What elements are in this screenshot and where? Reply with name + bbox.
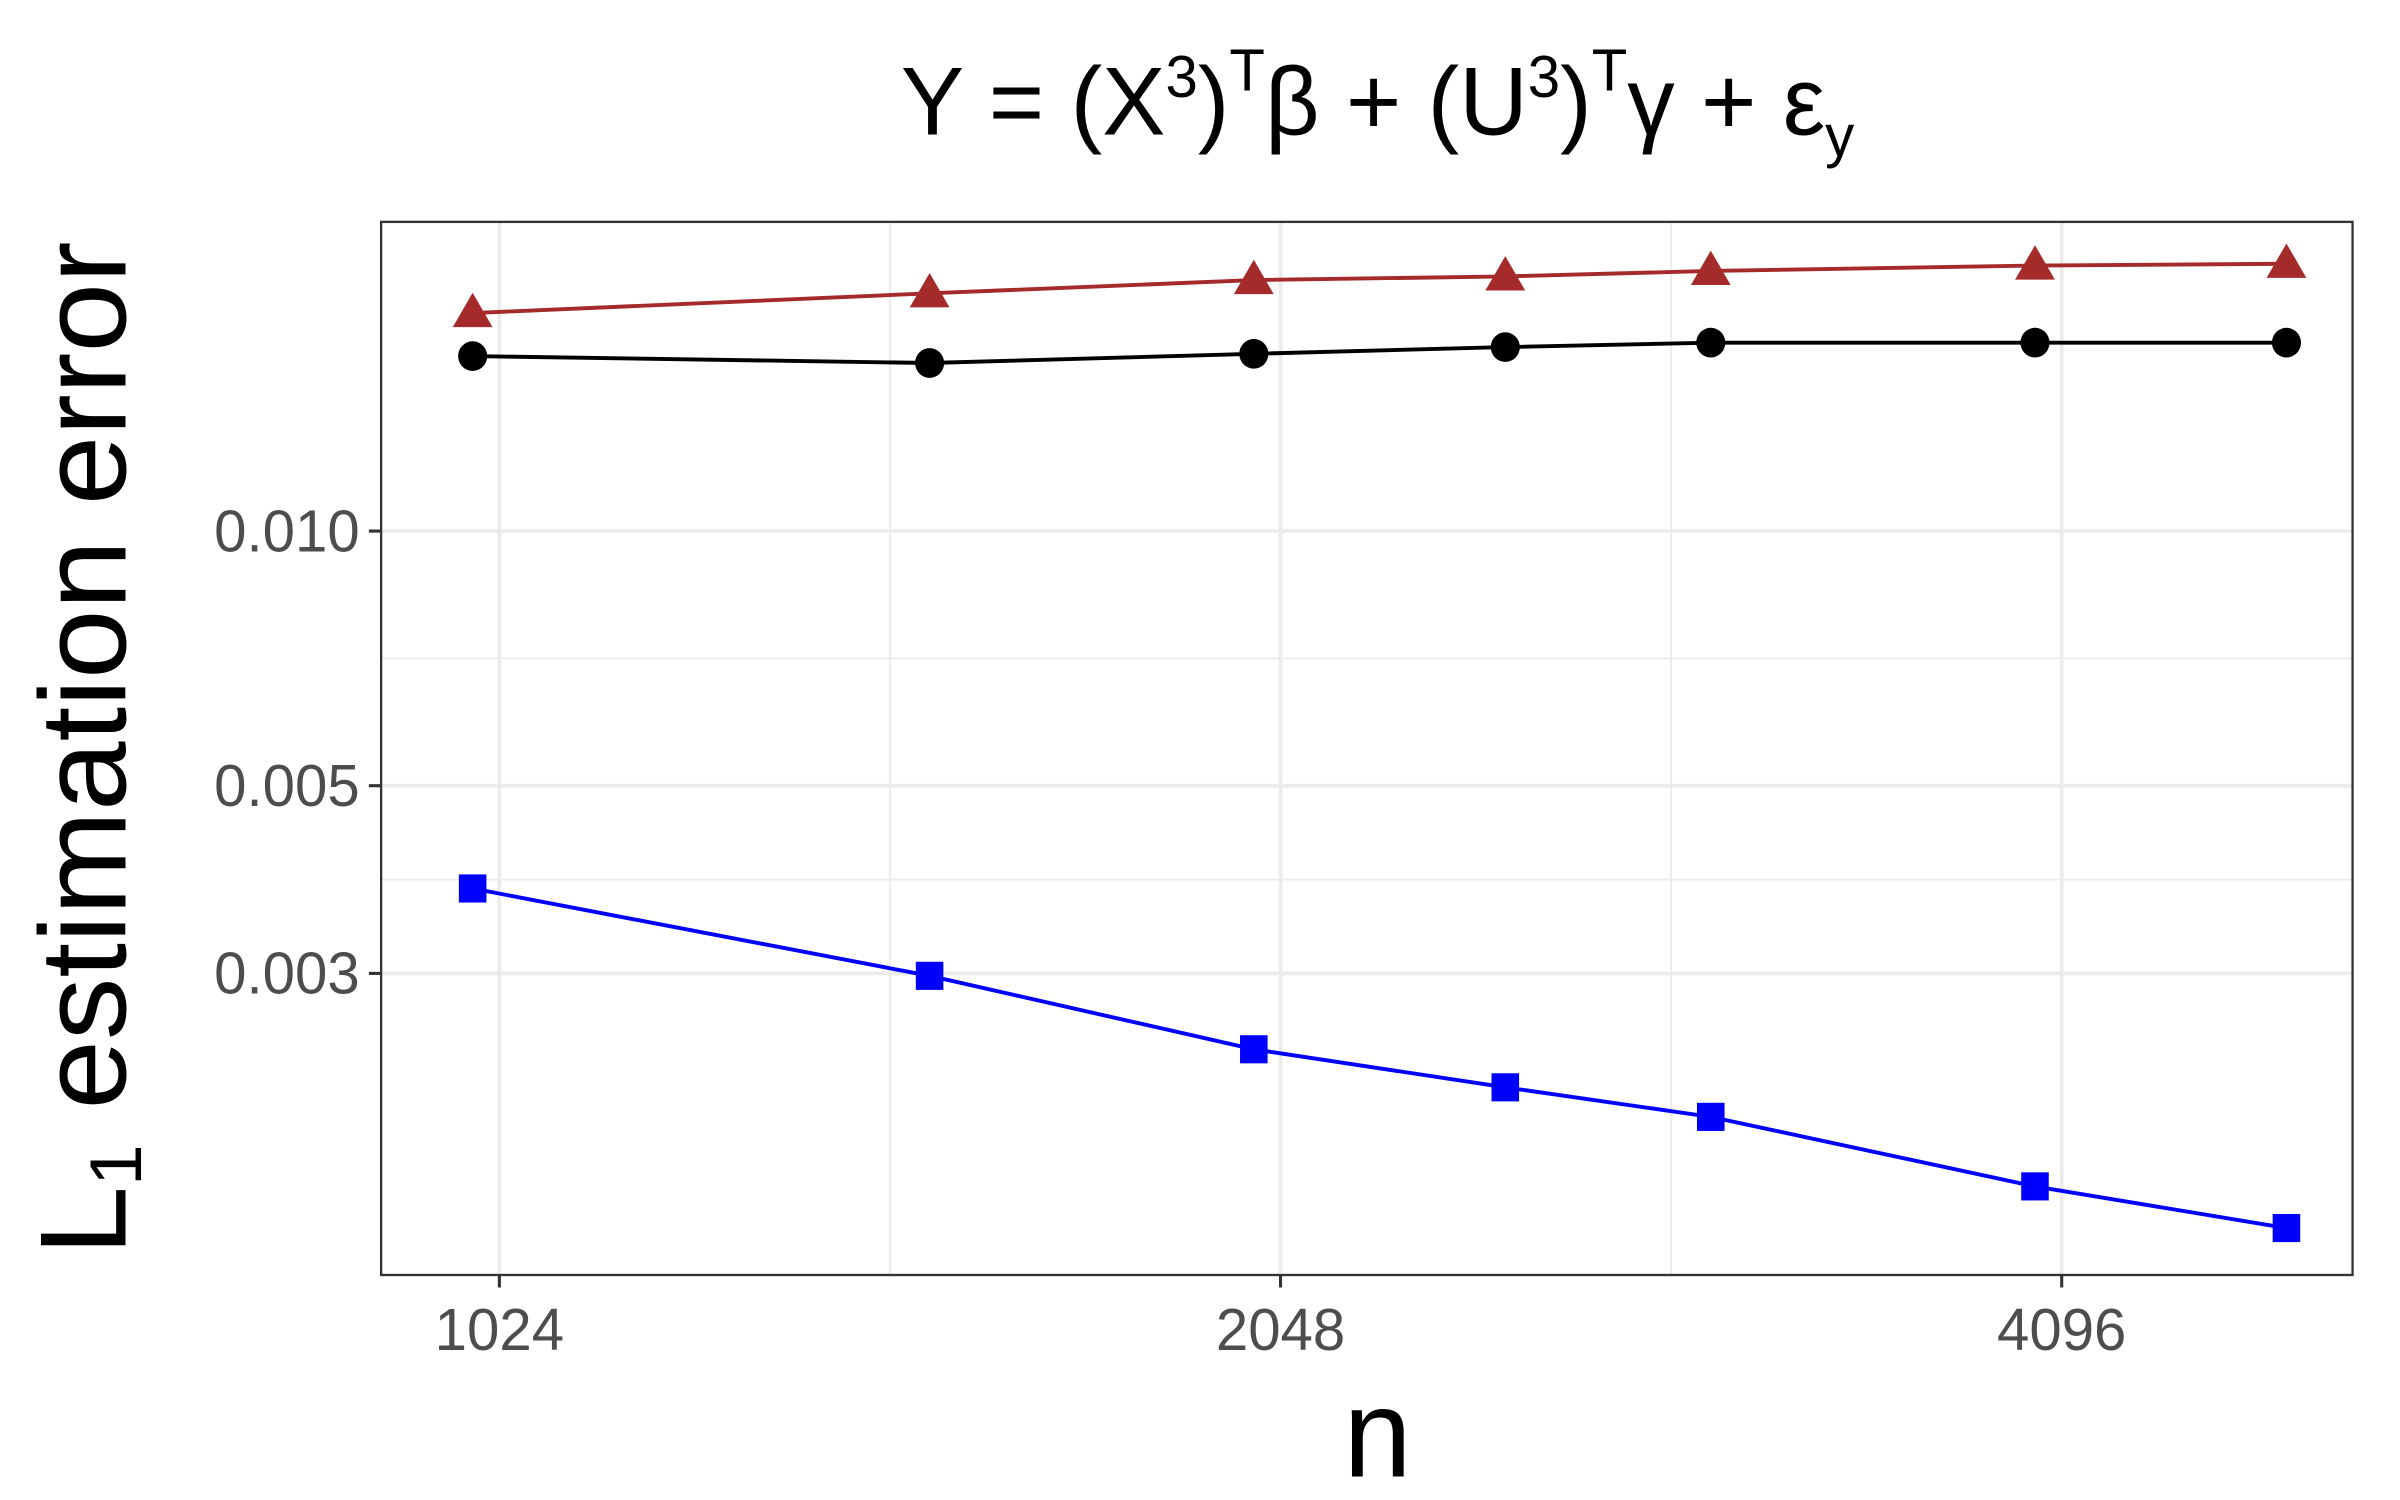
line [472, 886, 2287, 1230]
point [452, 292, 493, 328]
point [1696, 1102, 1725, 1131]
point [915, 348, 945, 378]
y-tick-label: 0.003 [214, 941, 360, 1007]
line [472, 340, 2287, 365]
y-tick-label: 0.005 [214, 753, 360, 819]
chart-title: Y = (X3)Tβ + (U3)Tγ + εy [901, 38, 1855, 169]
point [2272, 1213, 2301, 1243]
x-tick-label: 2048 [1216, 1297, 1345, 1363]
point [1490, 332, 1520, 362]
point [1233, 259, 1274, 295]
point [2271, 327, 2301, 358]
x-tick-label: 4096 [1997, 1297, 2126, 1363]
plot-border [379, 220, 2354, 1277]
point [2015, 245, 2055, 280]
point [1491, 1073, 1520, 1102]
point [1240, 1035, 1268, 1064]
point [1690, 250, 1731, 285]
point [915, 961, 944, 990]
point [458, 874, 487, 903]
point [1239, 338, 1269, 369]
line [472, 261, 2287, 316]
point [2021, 1172, 2049, 1201]
point [458, 341, 488, 371]
point [1696, 327, 1726, 358]
x-tick-label: 1024 [435, 1297, 564, 1363]
point [909, 273, 950, 308]
point [2020, 327, 2050, 358]
x-axis-title: n [1344, 1364, 1412, 1500]
point [2266, 243, 2307, 278]
y-axis-title: L1 estimation error [16, 241, 157, 1255]
point [1485, 256, 1526, 291]
y-tick-label: 0.010 [214, 499, 360, 565]
